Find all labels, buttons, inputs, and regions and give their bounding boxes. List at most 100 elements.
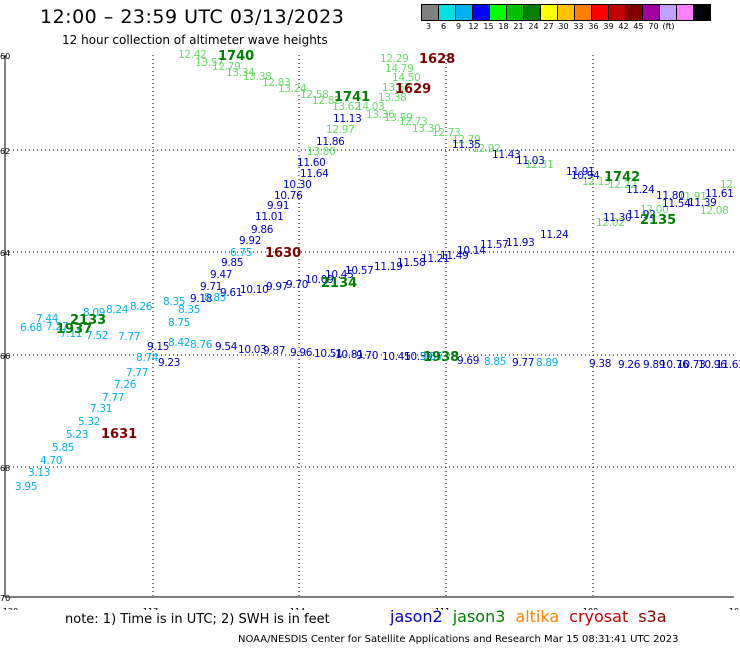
- wave-reading: 12.83: [262, 77, 291, 89]
- axis-labels: 60 62 64 66 68 70 -120 -117 -114 -111 -108 -10: [0, 52, 739, 610]
- wave-reading: 11.57: [480, 239, 509, 251]
- wave-reading: 12.00: [640, 204, 669, 216]
- wave-reading: 10.96: [698, 359, 727, 371]
- color-scale-label: 70: [648, 22, 659, 31]
- wave-reading: 13.59: [384, 112, 413, 124]
- wave-reading: 11.91: [678, 191, 707, 203]
- wave-reading: 11.01: [255, 211, 284, 223]
- pass-time-label: 1629: [395, 82, 431, 97]
- wave-reading: 12.82: [312, 95, 341, 107]
- wave-reading: 8.35: [178, 304, 200, 316]
- wave-reading: 13.30: [412, 123, 441, 135]
- wave-reading: 13.57: [195, 57, 224, 69]
- wave-reading: 12.79: [212, 61, 241, 73]
- wave-reading: 10.76: [660, 359, 689, 371]
- lon-label: -10: [726, 607, 739, 610]
- wave-reading: 9.26: [618, 359, 641, 371]
- color-scale-label: 33: [573, 22, 584, 31]
- wave-reading: 8.26: [130, 301, 153, 313]
- legend-item-jason2: jason2: [390, 607, 443, 626]
- wave-reading: 12.02: [596, 217, 625, 229]
- wave-reading: 7.77: [118, 331, 140, 343]
- wave-reading: 11.21: [421, 253, 450, 265]
- wave-reading: 10.45: [382, 351, 411, 363]
- wave-reading: 10.14: [457, 245, 486, 257]
- pass-time-label: 1630: [265, 246, 301, 261]
- wave-reading: 11.24: [626, 184, 655, 196]
- note-text: note: 1) Time is in UTC; 2) SWH is in fe…: [65, 612, 330, 627]
- color-scale-label: (ft): [662, 22, 675, 31]
- wave-reading: 10.09: [305, 274, 334, 286]
- lat-label: 66: [0, 352, 10, 361]
- color-scale-label: 36: [588, 22, 599, 31]
- wave-reading: 9.54: [215, 341, 238, 353]
- wave-reading: 13.38: [243, 71, 272, 83]
- wave-reading: 7.27: [46, 321, 68, 333]
- wave-reading: 8.35: [163, 296, 185, 308]
- wave-reading: 12.58: [300, 89, 329, 101]
- wave-reading: 9.61: [220, 287, 242, 299]
- wave-reading: 7.31: [90, 403, 112, 415]
- wave-reading: 8.89: [536, 357, 558, 369]
- wave-reading: 8.75: [168, 317, 190, 329]
- lon-label: -114: [287, 607, 305, 610]
- color-scale-label: 39: [603, 22, 614, 31]
- wave-reading: 3.95: [15, 481, 37, 493]
- wave-reading: 7.77: [102, 392, 124, 404]
- wave-reading: 8.85: [484, 356, 506, 368]
- lat-label: 70: [0, 594, 10, 603]
- wave-reading: 12.92: [472, 143, 501, 155]
- wave-reading: 9.97: [266, 281, 288, 293]
- satellite-legend: jason2 jason3 altika cryosat s3a: [390, 607, 667, 626]
- wave-reading: 11.30: [603, 212, 632, 224]
- wave-reading: 12.29: [380, 53, 409, 65]
- wave-reading: 11.63: [716, 359, 740, 371]
- wave-reading: 9.71: [200, 281, 222, 293]
- pass-time-label: 1628: [419, 52, 455, 67]
- wave-reading: 13.80: [307, 146, 336, 158]
- color-scale-label: 24: [528, 22, 539, 31]
- wave-reading: 9.86: [251, 224, 274, 236]
- wave-reading: 14.03: [356, 101, 385, 113]
- wave-reading: 13.36: [366, 109, 395, 121]
- lon-label: -120: [0, 607, 18, 610]
- wave-reading: 11.43: [492, 149, 521, 161]
- color-scale-label: 12: [468, 22, 479, 31]
- footer-credit: NOAA/NESDIS Center for Satellite Applica…: [238, 634, 679, 645]
- color-scale-label: 15: [483, 22, 494, 31]
- wave-reading: 13.34: [226, 67, 255, 79]
- page-title: 12:00 – 23:59 UTC 03/13/2023: [40, 6, 345, 28]
- wave-reading: 11.61: [705, 188, 734, 200]
- wave-reading: 11.54: [662, 198, 691, 210]
- wave-reading: 6.75: [230, 247, 252, 259]
- pass-time-label: 2135: [640, 213, 676, 228]
- wave-reading: 11.24: [540, 229, 569, 241]
- color-scale-label: 3: [425, 22, 432, 31]
- wave-reading: 9.96: [290, 347, 313, 359]
- wave-reading: 5.23: [66, 429, 88, 441]
- wave-reading: 9.70: [356, 350, 378, 362]
- wave-reading: 11.64: [300, 168, 329, 180]
- wave-reading: 10.45: [325, 269, 354, 281]
- wave-reading: 9.85: [221, 257, 243, 269]
- wave-reading: 8.24: [106, 304, 129, 316]
- pass-time-label: 1937: [56, 322, 92, 337]
- wave-reading: 5.85: [52, 442, 74, 454]
- wave-reading: 12.22: [608, 179, 637, 191]
- wave-reading: 7.77: [126, 367, 148, 379]
- wave-reading: 12.08: [700, 205, 729, 217]
- color-scale-label: 27: [543, 22, 554, 31]
- wave-reading: 10.76: [274, 190, 303, 202]
- wave-reading: 12.31: [525, 159, 554, 171]
- color-scale-swatch: [693, 4, 711, 21]
- wave-reading: 10.73: [677, 359, 706, 371]
- lat-lon-grid: [4, 55, 734, 598]
- wave-reading: 11.49: [440, 250, 469, 262]
- wave-reading: 10.03: [238, 344, 267, 356]
- color-scale: [421, 4, 711, 21]
- wave-reading: 11.03: [516, 155, 545, 167]
- wave-reading: 10.30: [283, 179, 312, 191]
- wave-reading: 13.38: [378, 92, 407, 104]
- color-scale-label: 18: [498, 22, 509, 31]
- wave-reading: 9.91: [267, 200, 289, 212]
